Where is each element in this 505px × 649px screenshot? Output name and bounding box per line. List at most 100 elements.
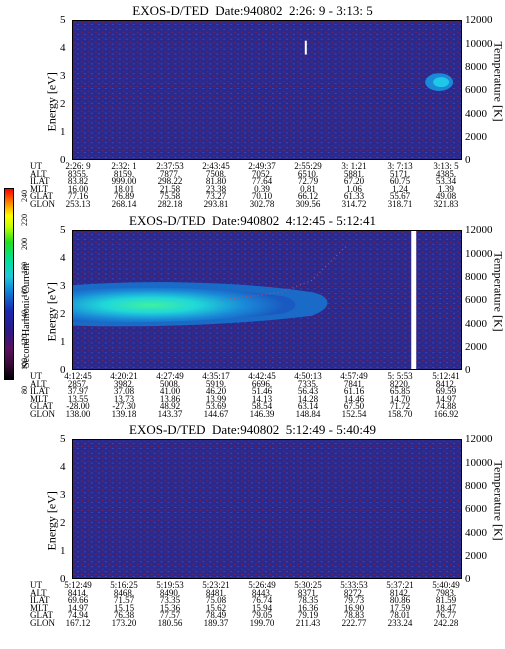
ephemeris-value: 233.24 — [387, 618, 413, 628]
ephemeris-value: 4:12:45 — [64, 371, 92, 381]
ephemeris-label: MLT — [30, 393, 49, 404]
panel-1-warm-core — [433, 77, 450, 88]
panel-1-ytick-2: 2 — [60, 98, 66, 110]
panel-2-ytick-5: 5 — [60, 224, 66, 236]
ephemeris-value: 167.12 — [65, 618, 91, 628]
panel-2-core — [73, 287, 296, 323]
panel-3-ytick-0: 0 — [60, 573, 66, 585]
ephemeris-value: 37.97 — [67, 386, 89, 397]
ephemeris-value: 2:26: 9 — [65, 161, 91, 171]
ephemeris-value: 5008. — [159, 378, 181, 389]
ephemeris-value: 76.89 — [113, 191, 135, 202]
ephemeris-value: 253.13 — [65, 199, 91, 209]
panel-1-ytick-5: 5 — [60, 14, 66, 26]
ephemeris-value: 78.49 — [205, 610, 227, 621]
ephemeris-value: 16.00 — [67, 183, 89, 194]
ephemeris-label: GLAT — [30, 191, 53, 202]
ephemeris-value: 211.43 — [295, 618, 321, 628]
ephemeris-label: GLAT — [30, 610, 53, 621]
ephemeris-value: 173.20 — [111, 618, 137, 628]
ephemeris-value: 55.67 — [389, 191, 411, 202]
panel-3-y2tick-6: 12000 — [465, 433, 493, 445]
ephemeris-value: 0.81 — [300, 183, 316, 194]
ephemeris-value: 69.66 — [67, 595, 89, 606]
ephemeris-value: 4385. — [435, 168, 457, 179]
panel-1-y2tick-1: 2000 — [465, 131, 487, 143]
colorbar-title: Second Harmonic Current — [20, 263, 32, 368]
panel-1-ytick-1: 1 — [60, 126, 66, 138]
ephemeris-value: 21.58 — [159, 183, 181, 194]
ephemeris-value: 298.22 — [157, 176, 183, 187]
ephemeris-value: 138.00 — [65, 409, 91, 419]
ephemeris-value: 189.37 — [203, 618, 229, 628]
ephemeris-value: 71.57 — [113, 595, 135, 606]
ephemeris-value: 8414. — [67, 587, 89, 598]
ephemeris-value: 61.33 — [343, 191, 365, 202]
ephemeris-value: 166.92 — [433, 409, 459, 419]
ephemeris-value: 14.97 — [67, 602, 89, 613]
ephemeris-value: 144.67 — [203, 409, 229, 419]
ephemeris-value: 180.56 — [157, 618, 183, 628]
colorbar-tick-8: 240 — [20, 190, 29, 202]
ephemeris-value: 4:57:49 — [340, 371, 368, 381]
ephemeris-label: ILAT — [30, 176, 50, 187]
ephemeris-label: UT — [30, 580, 42, 590]
panel-3-ytick-2: 2 — [60, 517, 66, 529]
panel-2-y2tick-0: 0 — [465, 364, 471, 376]
ephemeris-value: 18.47 — [435, 602, 457, 613]
ephemeris-value: 77.57 — [159, 610, 181, 621]
ephemeris-value: -27.30 — [112, 401, 136, 412]
panel-3-y2tick-4: 8000 — [465, 480, 487, 492]
ephemeris-value: 16.90 — [343, 602, 365, 613]
ephemeris-value: 18.01 — [113, 183, 135, 194]
ephemeris-value: 51.46 — [251, 386, 273, 397]
ephemeris-value: 5:37:21 — [386, 580, 414, 590]
ephemeris-value: 78.83 — [343, 610, 365, 621]
panel-1-heatmap — [73, 21, 461, 159]
ephemeris-value: 4:35:17 — [202, 371, 230, 381]
ephemeris-value: 70.10 — [251, 191, 273, 202]
ephemeris-label: UT — [30, 371, 42, 381]
ephemeris-value: 23.38 — [205, 183, 227, 194]
ephemeris-value: 7335. — [297, 378, 319, 389]
ephemeris-value: 2857. — [67, 378, 89, 389]
ephemeris-value: 73.35 — [159, 595, 181, 606]
panel-2-y2label: Temperature [K] — [491, 251, 505, 332]
ephemeris-value: 79.73 — [343, 595, 365, 606]
ephemeris-value: 80.86 — [389, 595, 411, 606]
ephemeris-value: 5:23:21 — [202, 580, 230, 590]
panel-2-y2tick-1: 2000 — [465, 341, 487, 353]
ephemeris-value: 76.38 — [113, 610, 135, 621]
panel-2-ytick-3: 3 — [60, 280, 66, 292]
ephemeris-label: GLON — [30, 199, 55, 209]
ephemeris-value: 14.97 — [435, 393, 457, 404]
ephemeris-value: 17.59 — [389, 602, 411, 613]
ephemeris-value: 7508. — [205, 168, 227, 179]
panel-2-ytick-4: 4 — [60, 252, 66, 264]
ephemeris-value: 6696. — [251, 378, 273, 389]
ephemeris-value: 74.88 — [435, 401, 457, 412]
panel-3-noise-field — [73, 440, 461, 578]
ephemeris-value: 67.50 — [343, 401, 365, 412]
ephemeris-value: 2:32: 1 — [111, 161, 137, 171]
panel-3-y2tick-1: 2000 — [465, 550, 487, 562]
ephemeris-label: ALT — [30, 378, 47, 389]
ephemeris-value: 53.69 — [205, 401, 227, 412]
ephemeris-value: 3982. — [113, 378, 135, 389]
ephemeris-value: 3: 1:21 — [341, 161, 367, 171]
ephemeris-label: GLON — [30, 409, 55, 419]
ephemeris-value: 58.54 — [251, 401, 273, 412]
ephemeris-value: 74.94 — [67, 610, 89, 621]
ephemeris-label: ILAT — [30, 595, 50, 606]
ephemeris-value: 8412. — [435, 378, 457, 389]
ephemeris-value: 41.00 — [159, 386, 181, 397]
ephemeris-label: GLAT — [30, 401, 53, 412]
ephemeris-value: 3:13: 5 — [433, 161, 459, 171]
ephemeris-value: 75.58 — [159, 191, 181, 202]
ephemeris-value: 8159. — [113, 168, 135, 179]
ephemeris-value: 13.55 — [67, 393, 89, 404]
ephemeris-value: 302.78 — [249, 199, 275, 209]
ephemeris-value: 148.84 — [295, 409, 321, 419]
ephemeris-value: 8142. — [389, 587, 411, 598]
ephemeris-value: 15.36 — [159, 602, 181, 613]
